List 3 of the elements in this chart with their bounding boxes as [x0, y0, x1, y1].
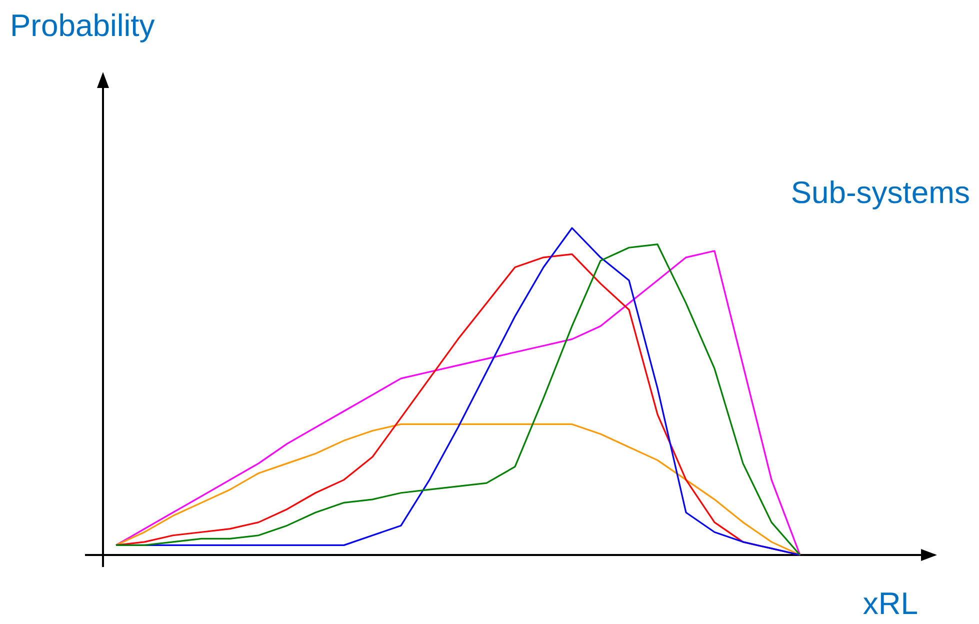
text: Sub-systems [790, 175, 970, 210]
x-axis-title: xRL [862, 586, 918, 621]
text: Probability [10, 8, 156, 43]
